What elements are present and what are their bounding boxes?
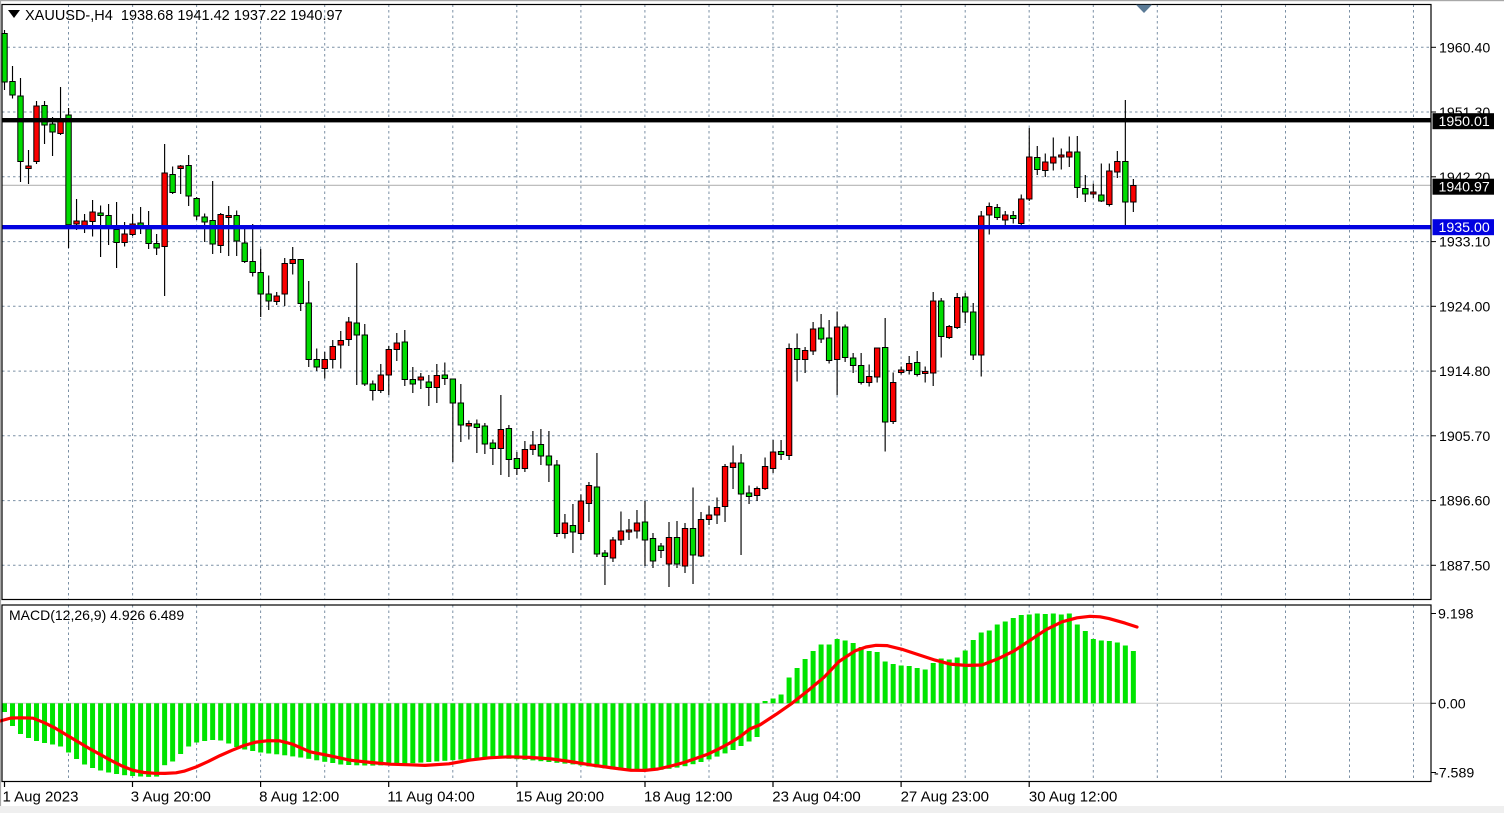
svg-text:30 Aug 12:00: 30 Aug 12:00 (1029, 789, 1117, 806)
svg-text:1935.00: 1935.00 (1439, 220, 1490, 236)
svg-text:1960.40: 1960.40 (1439, 40, 1490, 56)
svg-text:0.00: 0.00 (1438, 696, 1466, 712)
svg-text:-7.589: -7.589 (1434, 766, 1474, 782)
svg-text:1 Aug 2023: 1 Aug 2023 (3, 789, 79, 806)
svg-text:1905.70: 1905.70 (1439, 429, 1490, 445)
svg-text:1887.50: 1887.50 (1439, 558, 1490, 574)
svg-text:9.198: 9.198 (1438, 607, 1474, 623)
svg-text:27 Aug 23:00: 27 Aug 23:00 (901, 789, 989, 806)
svg-text:3 Aug 20:00: 3 Aug 20:00 (131, 789, 211, 806)
svg-text:1924.00: 1924.00 (1439, 299, 1490, 315)
svg-text:MACD(12,26,9) 4.926 6.489: MACD(12,26,9) 4.926 6.489 (9, 607, 184, 623)
svg-text:1940.97: 1940.97 (1439, 179, 1490, 195)
svg-text:1914.80: 1914.80 (1439, 364, 1490, 380)
svg-text:8 Aug 12:00: 8 Aug 12:00 (259, 789, 339, 806)
svg-text:1896.60: 1896.60 (1439, 494, 1490, 510)
svg-text:23 Aug 04:00: 23 Aug 04:00 (772, 789, 860, 806)
svg-text:18 Aug 12:00: 18 Aug 12:00 (644, 789, 732, 806)
svg-text:1950.01: 1950.01 (1439, 114, 1490, 130)
svg-text:1933.10: 1933.10 (1439, 235, 1490, 251)
svg-text:15 Aug 20:00: 15 Aug 20:00 (516, 789, 604, 806)
svg-text:XAUUSD-,H4 1938.68 1941.42 19: XAUUSD-,H4 1938.68 1941.42 1937.22 1940.… (25, 8, 343, 24)
svg-text:11 Aug 04:00: 11 Aug 04:00 (387, 789, 474, 806)
